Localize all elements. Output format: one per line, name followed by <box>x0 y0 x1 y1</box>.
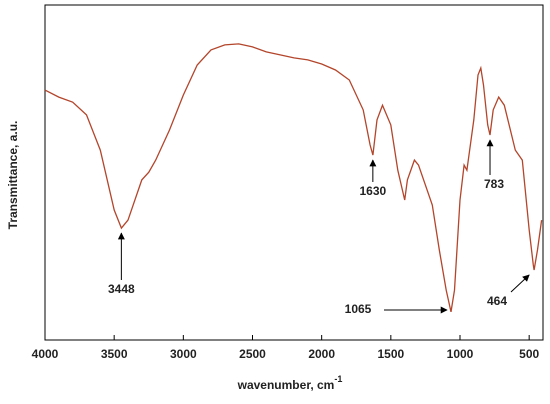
x-axis-label-main: wavenumber, cm <box>237 378 335 392</box>
x-tick-label: 3000 <box>170 347 197 361</box>
x-tick-label: 3500 <box>101 347 128 361</box>
y-axis-label: Transmittance, a.u. <box>6 121 20 230</box>
annotation-label: 1630 <box>359 184 386 198</box>
annotation-arrow <box>510 274 530 293</box>
x-tick-label: 1000 <box>447 347 474 361</box>
plot-frame <box>44 4 544 341</box>
x-axis-label-sup: -1 <box>334 374 342 384</box>
annotation-label: 783 <box>484 177 504 191</box>
annotation-label: 1065 <box>345 302 372 316</box>
x-tick-label: 2500 <box>239 347 266 361</box>
x-axis-label: wavenumber, cm-1 <box>237 374 343 392</box>
x-tick-label: 4000 <box>32 347 59 361</box>
annotation-label: 3448 <box>108 282 135 296</box>
x-tick-label: 2000 <box>308 347 335 361</box>
x-tick-label: 1500 <box>377 347 404 361</box>
spectrum-line <box>44 43 543 313</box>
x-tick-label: 500 <box>519 347 539 361</box>
annotation-label: 464 <box>487 294 507 308</box>
